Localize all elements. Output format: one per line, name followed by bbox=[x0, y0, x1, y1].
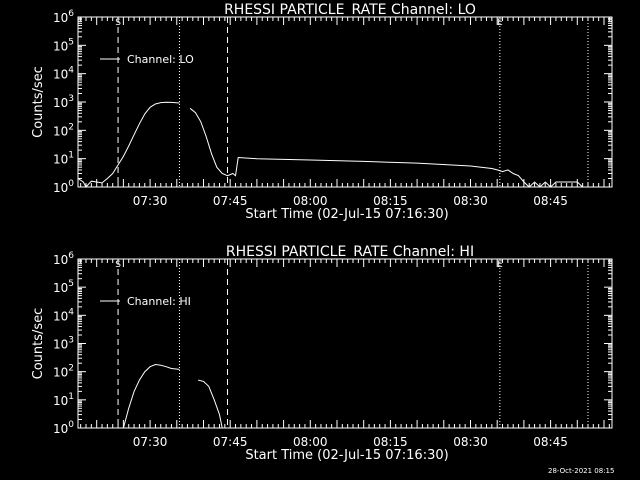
marker-label-s: S bbox=[115, 18, 121, 28]
plot-frame bbox=[77, 258, 613, 429]
x-tick-label: 07:30 bbox=[133, 435, 168, 449]
plot-frame bbox=[77, 16, 613, 188]
chart-panel-lo: RHESSI PARTICLE_RATE Channel: LO 100 101 10… bbox=[31, 2, 613, 222]
y-tick-label: 101 bbox=[53, 392, 74, 408]
legend-label: Channel: HI bbox=[127, 295, 191, 308]
x-tick-label: 08:45 bbox=[533, 435, 568, 449]
x-tick-label: 07:30 bbox=[133, 194, 168, 208]
y-tick-label: 104 bbox=[53, 307, 74, 323]
data-series-segment-1 bbox=[77, 101, 180, 188]
y-tick-label: 106 bbox=[53, 251, 74, 267]
y-tick-label: 103 bbox=[53, 94, 74, 110]
x-tick-label: 08:00 bbox=[293, 435, 328, 449]
x-tick-label: 08:30 bbox=[453, 435, 488, 449]
y-tick-label: 105 bbox=[53, 37, 74, 53]
x-axis-label: Start Time (02-Jul-15 07:16:30) bbox=[245, 207, 448, 222]
data-series-segment-2 bbox=[198, 379, 223, 429]
x-tick-label: 08:30 bbox=[453, 194, 488, 208]
x-tick-label: 07:45 bbox=[213, 194, 248, 208]
marker-label-e: E bbox=[497, 18, 503, 28]
y-tick-label: 102 bbox=[53, 364, 74, 380]
x-tick-label: 08:15 bbox=[373, 194, 408, 208]
y-tick-label: 101 bbox=[53, 151, 74, 167]
y-tick-label: 100 bbox=[53, 179, 74, 195]
y-tick-label: 104 bbox=[53, 66, 74, 82]
data-series-segment-1 bbox=[122, 363, 180, 429]
y-tick-label: 100 bbox=[53, 420, 74, 436]
chart-title: RHESSI PARTICLE_RATE Channel: HI bbox=[226, 244, 474, 260]
y-axis-label: Counts/sec bbox=[31, 66, 46, 138]
chart-panel-hi: RHESSI PARTICLE_RATE Channel: HI 100 101 10… bbox=[31, 244, 613, 463]
marker-label-s: S bbox=[115, 260, 121, 270]
x-tick-label: 08:00 bbox=[293, 194, 328, 208]
y-tick-label: 103 bbox=[53, 336, 74, 352]
data-series-segment-2 bbox=[189, 107, 583, 188]
x-axis-label: Start Time (02-Jul-15 07:16:30) bbox=[245, 448, 448, 463]
legend-label: Channel: LO bbox=[127, 53, 194, 66]
x-tick-label: 08:45 bbox=[533, 194, 568, 208]
y-axis-label: Counts/sec bbox=[31, 308, 46, 380]
x-tick-label: 08:15 bbox=[373, 435, 408, 449]
x-tick-label: 07:45 bbox=[213, 435, 248, 449]
chart-title: RHESSI PARTICLE_RATE Channel: LO bbox=[224, 2, 476, 18]
y-tick-label: 105 bbox=[53, 279, 74, 295]
marker-label-e: E bbox=[497, 260, 503, 270]
y-tick-label: 106 bbox=[53, 9, 74, 25]
plot-timestamp: 28-Oct-2021 08:15 bbox=[548, 467, 615, 475]
y-tick-label: 102 bbox=[53, 122, 74, 138]
